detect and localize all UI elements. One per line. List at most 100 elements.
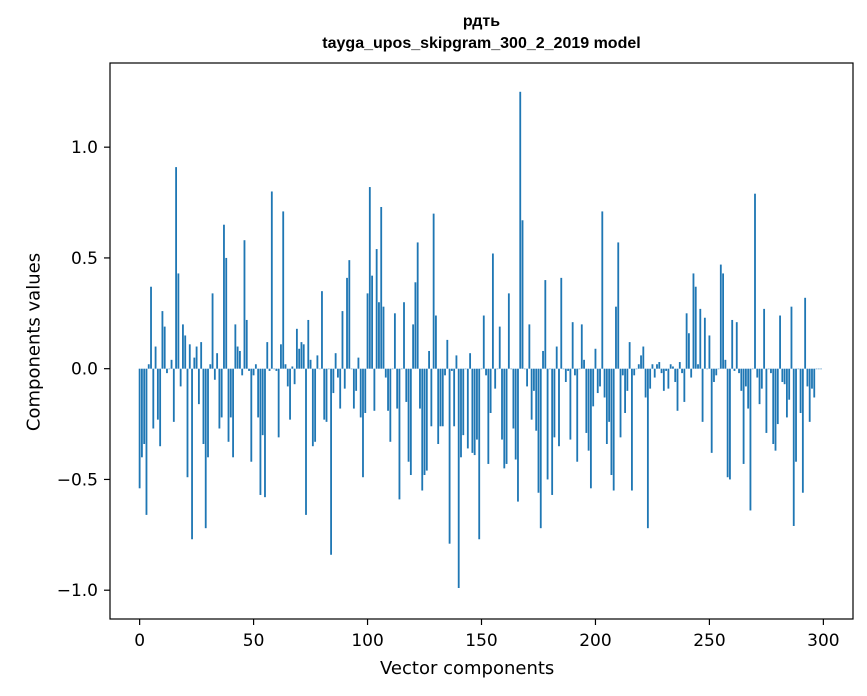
bar-238 bbox=[681, 368, 683, 374]
bar-123 bbox=[419, 368, 421, 409]
bar-188 bbox=[567, 368, 570, 371]
bar-67 bbox=[291, 366, 294, 369]
bar-39 bbox=[227, 368, 230, 442]
bar-264 bbox=[740, 368, 743, 391]
bar-3 bbox=[145, 368, 148, 515]
bar-163 bbox=[510, 368, 513, 370]
bar-277 bbox=[770, 368, 772, 374]
bar-59 bbox=[273, 368, 276, 370]
bar-249 bbox=[706, 368, 709, 370]
bar-282 bbox=[781, 368, 784, 382]
bar-69 bbox=[295, 328, 298, 369]
bar-10 bbox=[161, 311, 164, 369]
bar-138 bbox=[453, 368, 456, 427]
bar-100 bbox=[366, 293, 369, 369]
bar-48 bbox=[248, 368, 250, 371]
y-tick-label: −1.0 bbox=[57, 581, 98, 601]
bar-147 bbox=[473, 368, 476, 456]
bar-41 bbox=[232, 368, 234, 458]
bar-197 bbox=[587, 368, 590, 451]
bar-241 bbox=[687, 333, 690, 369]
bar-199 bbox=[592, 368, 595, 407]
bar-56 bbox=[266, 342, 269, 369]
bar-38 bbox=[225, 257, 228, 369]
bar-115 bbox=[400, 368, 403, 370]
bar-210 bbox=[617, 242, 620, 369]
bar-169 bbox=[523, 368, 526, 370]
bar-156 bbox=[494, 368, 497, 389]
bar-152 bbox=[485, 368, 487, 376]
bar-291 bbox=[801, 368, 804, 493]
bar-170 bbox=[526, 368, 528, 387]
bar-181 bbox=[551, 368, 554, 495]
bar-126 bbox=[425, 368, 428, 471]
bar-289 bbox=[797, 368, 800, 370]
bar-17 bbox=[177, 273, 180, 369]
bar-101 bbox=[368, 187, 371, 369]
bar-74 bbox=[307, 319, 310, 369]
bar-222 bbox=[644, 368, 647, 398]
bar-154 bbox=[489, 368, 492, 413]
bar-295 bbox=[811, 368, 813, 389]
bar-223 bbox=[646, 368, 649, 529]
bars-layer bbox=[138, 91, 823, 588]
bar-105 bbox=[378, 302, 380, 369]
x-tick-label: 250 bbox=[693, 631, 725, 651]
bar-285 bbox=[788, 368, 791, 400]
bar-189 bbox=[569, 368, 572, 440]
bar-288 bbox=[795, 368, 797, 462]
bar-63 bbox=[282, 211, 285, 369]
bar-167 bbox=[519, 91, 522, 369]
bar-262 bbox=[735, 322, 738, 369]
bar-73 bbox=[305, 368, 307, 515]
bar-11 bbox=[163, 326, 166, 369]
bar-16 bbox=[175, 167, 178, 369]
bar-273 bbox=[760, 368, 763, 389]
bar-161 bbox=[505, 368, 508, 464]
x-axis-label: Vector components bbox=[380, 658, 555, 679]
bar-139 bbox=[455, 355, 458, 369]
bar-65 bbox=[286, 368, 289, 387]
bar-227 bbox=[656, 364, 658, 369]
bar-8 bbox=[156, 368, 159, 420]
bar-99 bbox=[364, 368, 367, 413]
bar-219 bbox=[637, 364, 640, 369]
y-tick-label: 0.5 bbox=[71, 249, 98, 269]
bar-184 bbox=[558, 368, 560, 447]
bar-144 bbox=[466, 368, 469, 449]
x-tick-label: 300 bbox=[807, 631, 839, 651]
bar-128 bbox=[430, 368, 433, 427]
bar-20 bbox=[184, 335, 187, 369]
bar-58 bbox=[270, 191, 273, 369]
bar-245 bbox=[697, 364, 699, 369]
bar-175 bbox=[537, 368, 540, 493]
bar-14 bbox=[170, 359, 173, 369]
bar-75 bbox=[309, 359, 312, 369]
bar-275 bbox=[765, 368, 768, 433]
bar-208 bbox=[612, 368, 615, 491]
bar-60 bbox=[275, 368, 278, 371]
bar-130 bbox=[435, 315, 437, 369]
bar-280 bbox=[776, 368, 779, 425]
bar-298 bbox=[817, 368, 820, 370]
bar-140 bbox=[457, 368, 460, 588]
bar-83 bbox=[327, 368, 330, 370]
bar-119 bbox=[409, 368, 412, 476]
bar-141 bbox=[460, 368, 462, 458]
bar-95 bbox=[355, 368, 358, 391]
bar-27 bbox=[200, 342, 203, 369]
bar-299 bbox=[820, 368, 823, 370]
bar-134 bbox=[444, 368, 446, 376]
bar-172 bbox=[530, 368, 533, 420]
bar-269 bbox=[751, 368, 754, 370]
bar-220 bbox=[640, 355, 642, 369]
bar-104 bbox=[375, 249, 378, 369]
bar-13 bbox=[168, 368, 171, 370]
bar-80 bbox=[321, 291, 323, 369]
plot-frame bbox=[109, 62, 854, 620]
x-tick-label: 150 bbox=[465, 631, 497, 651]
bar-151 bbox=[482, 315, 485, 369]
bar-231 bbox=[665, 368, 668, 371]
bar-15 bbox=[172, 368, 175, 422]
